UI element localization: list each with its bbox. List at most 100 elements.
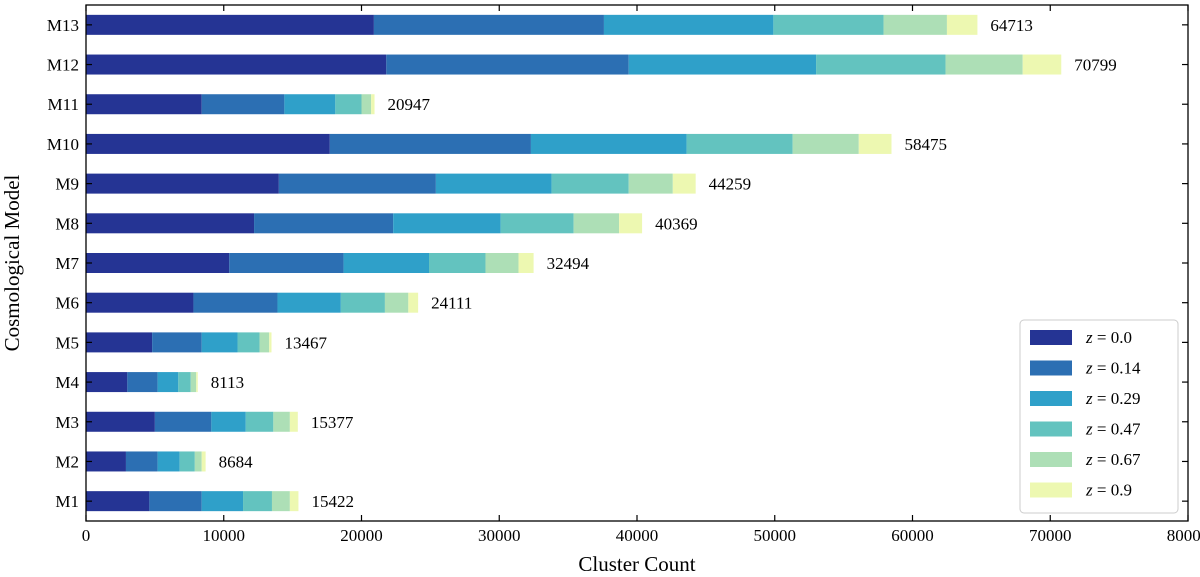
y-tick-label-m7: M7: [55, 254, 79, 273]
bar-segment-m1-z2: [201, 491, 244, 512]
legend-value: = 0.29: [1093, 389, 1141, 408]
bar-segment-m3-z4: [273, 411, 290, 432]
total-label-m7: 32494: [547, 254, 590, 273]
y-tick-label-m10: M10: [47, 135, 79, 154]
total-label-m8: 40369: [655, 214, 698, 233]
total-label-m11: 20947: [388, 95, 431, 114]
y-tick-label-m9: M9: [55, 175, 79, 194]
y-tick-label-m5: M5: [55, 333, 79, 352]
bar-segment-m7-z4: [485, 253, 519, 273]
bar-segment-m4-z0: [86, 372, 128, 393]
bar-segment-m4-z2: [157, 372, 179, 393]
bars-layer: [86, 14, 1062, 512]
bar-segment-m8-z0: [86, 213, 255, 234]
total-labels: 15422 8684 15377 8113 13467 24111 32494 40369 44…: [211, 16, 1117, 511]
y-axis-title: Cosmological Model: [0, 174, 24, 351]
bar-segment-m8-z3: [500, 213, 574, 234]
bar-segment-m5-z2: [201, 332, 238, 353]
legend-value: = 0.67: [1093, 450, 1141, 469]
legend-swatch-z4: [1030, 452, 1072, 467]
bar-segment-m2-z5: [201, 451, 206, 472]
legend-label-z5: z = 0.9: [1085, 481, 1132, 500]
bar-segment-m9-z2: [435, 173, 552, 194]
bar-segment-m5-z5: [269, 332, 272, 353]
bar-segment-m12-z4: [945, 54, 1023, 75]
bar-segment-m1-z1: [149, 491, 202, 512]
bar-segment-m10-z0: [86, 133, 330, 154]
x-tick-label-80000: 80000: [1167, 526, 1200, 545]
bar-segment-m3-z3: [245, 411, 274, 432]
y-tick-label-m1: M1: [55, 492, 79, 511]
legend-value: = 0.47: [1093, 420, 1141, 439]
bar-segment-m13-z4: [883, 14, 947, 35]
bar-segment-m9-z0: [86, 173, 279, 194]
y-tick-label-m2: M2: [55, 452, 79, 471]
x-tick-label-20000: 20000: [340, 526, 383, 545]
bar-segment-m6-z1: [193, 292, 278, 313]
x-tick-label-70000: 70000: [1029, 526, 1072, 545]
bar-segment-m4-z4: [190, 372, 197, 393]
total-label-m12: 70799: [1074, 56, 1117, 75]
legend-label-z1: z = 0.14: [1085, 359, 1141, 378]
total-label-m1: 15422: [311, 492, 354, 511]
bar-segment-m12-z3: [816, 54, 946, 75]
legend-swatch-z1: [1030, 360, 1072, 376]
legend-variable: z: [1085, 481, 1093, 500]
legend-variable: z: [1085, 389, 1093, 408]
bar-segment-m13-z5: [946, 14, 978, 35]
bar-segment-m7-z3: [428, 253, 486, 273]
bar-segment-m12-z1: [386, 54, 629, 75]
bar-segment-m9-z3: [551, 173, 629, 194]
x-axis-title: Cluster Count: [578, 552, 695, 576]
bar-segment-m10-z4: [792, 133, 859, 154]
x-tick-label-0: 0: [82, 526, 91, 545]
bar-segment-m6-z3: [340, 292, 385, 313]
bar-segment-m4-z1: [127, 372, 158, 393]
legend-swatch-z2: [1030, 391, 1072, 406]
bar-segment-m10-z5: [858, 133, 892, 154]
legend-variable: z: [1085, 328, 1093, 347]
x-tick-label-50000: 50000: [754, 526, 797, 545]
bar-segment-m2-z0: [86, 451, 126, 472]
bar-segment-m8-z2: [393, 213, 501, 234]
bar-segment-m12-z0: [86, 54, 387, 75]
x-tick-label-60000: 60000: [891, 526, 934, 545]
bar-segment-m8-z4: [573, 213, 620, 234]
bar-segment-m5-z1: [152, 332, 202, 353]
bar-segment-m11-z3: [335, 94, 362, 115]
bar-segment-m9-z1: [278, 173, 436, 194]
y-tick-label-m13: M13: [47, 16, 79, 35]
y-tick-label-m11: M11: [48, 95, 80, 114]
legend-swatch-z3: [1030, 421, 1072, 437]
total-label-m5: 13467: [285, 333, 328, 352]
bar-segment-m5-z0: [86, 332, 153, 353]
bar-segment-m3-z2: [211, 411, 246, 432]
bar-segment-m1-z3: [243, 491, 272, 512]
bar-segment-m11-z1: [201, 94, 285, 115]
total-label-m6: 24111: [431, 294, 472, 313]
bar-segment-m12-z5: [1022, 54, 1062, 75]
legend-label-z4: z = 0.67: [1085, 450, 1141, 469]
total-label-m3: 15377: [311, 413, 354, 432]
legend-value: = 0.14: [1093, 359, 1141, 378]
x-tick-label-30000: 30000: [478, 526, 521, 545]
bar-segment-m1-z4: [271, 491, 290, 512]
bar-segment-m7-z1: [229, 253, 344, 273]
bar-segment-m11-z2: [284, 94, 336, 115]
bar-segment-m6-z5: [408, 292, 419, 313]
y-tick-label-m12: M12: [47, 56, 79, 75]
bar-segment-m2-z2: [157, 451, 180, 472]
bar-segment-m3-z5: [289, 411, 298, 432]
bar-segment-m8-z5: [619, 213, 643, 234]
bar-segment-m3-z0: [86, 411, 155, 432]
bar-segment-m10-z3: [686, 133, 793, 154]
y-tick-label-m4: M4: [55, 373, 79, 392]
y-tick-label-m3: M3: [55, 413, 79, 432]
bar-segment-m13-z3: [773, 14, 884, 35]
y-tick-label-m6: M6: [55, 294, 79, 313]
bar-segment-m4-z5: [196, 372, 198, 393]
total-label-m4: 8113: [211, 373, 244, 392]
legend: z = 0.0z = 0.14z = 0.29z = 0.47z = 0.67z…: [1019, 319, 1179, 514]
bar-segment-m1-z0: [86, 491, 150, 512]
bar-segment-m2-z3: [179, 451, 195, 472]
